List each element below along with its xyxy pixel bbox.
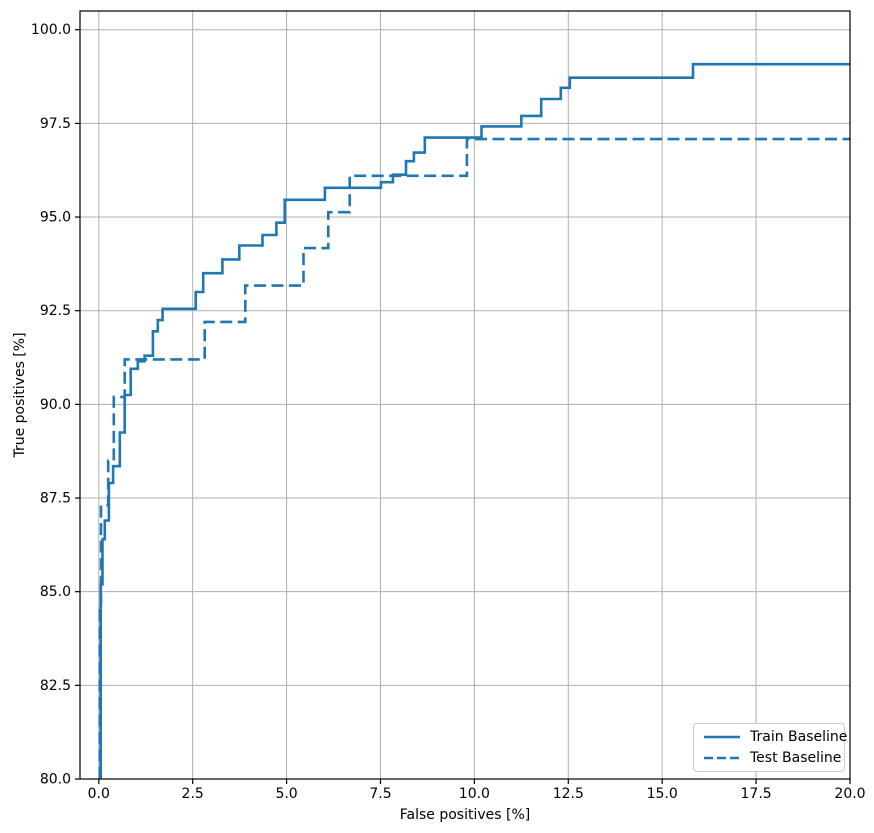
x-tick-label: 15.0: [647, 786, 678, 802]
y-tick-label: 82.5: [40, 678, 71, 694]
x-axis-label: False positives [%]: [400, 807, 530, 823]
x-tick-label: 17.5: [741, 786, 772, 802]
legend-item-test: Test Baseline: [703, 751, 841, 765]
legend-label-test: Test Baseline: [750, 749, 842, 766]
y-tick-label: 80.0: [40, 772, 71, 788]
y-tick-label: 85.0: [40, 584, 71, 600]
legend: Train Baseline Test Baseline: [693, 723, 847, 772]
legend-label-train: Train Baseline: [750, 729, 848, 746]
x-tick-label: 20.0: [834, 786, 865, 802]
x-tick-label: 5.0: [275, 786, 297, 802]
x-tick-label: 7.5: [369, 786, 391, 802]
test-line-swatch: [704, 756, 740, 760]
x-tick-label: 12.5: [553, 786, 584, 802]
x-tick-label: 10.0: [459, 786, 490, 802]
y-tick-label: 97.5: [40, 116, 71, 132]
train-baseline-line: [99, 62, 850, 779]
y-tick-label: 87.5: [40, 491, 71, 507]
x-tick-label: 2.5: [182, 786, 204, 802]
test-baseline-line: [98, 137, 850, 779]
y-tick-label: 100.0: [31, 22, 71, 38]
train-line-swatch: [704, 735, 740, 739]
y-tick-label: 92.5: [40, 303, 71, 319]
y-axis-label: True positives [%]: [12, 332, 28, 458]
x-tick-label: 0.0: [88, 786, 110, 802]
plot-border: [79, 10, 851, 780]
legend-item-train: Train Baseline: [703, 730, 847, 744]
y-tick-label: 90.0: [40, 397, 71, 413]
y-tick-label: 95.0: [40, 210, 71, 226]
